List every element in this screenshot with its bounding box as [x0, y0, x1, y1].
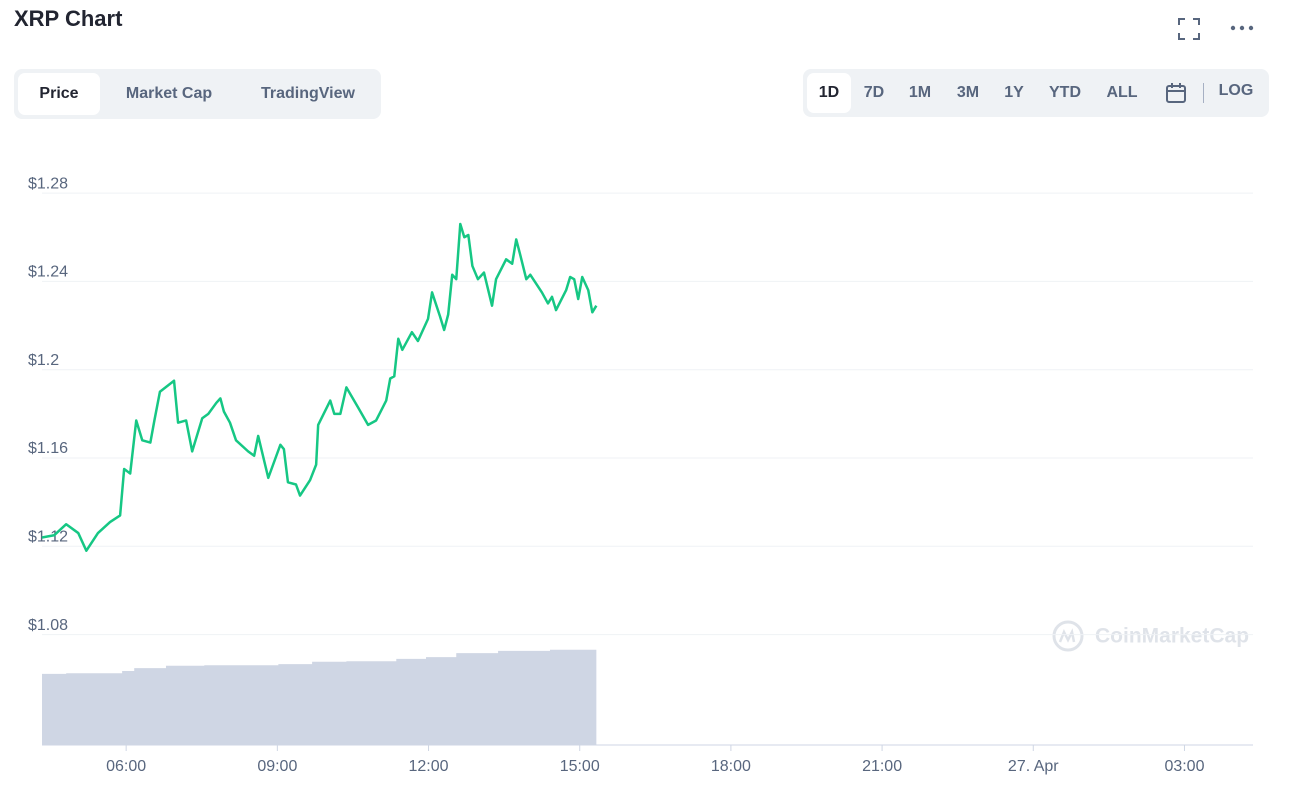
watermark: CoinMarketCap [1052, 620, 1249, 652]
volume-area [42, 649, 597, 745]
x-tick-label: 12:00 [409, 758, 449, 775]
y-tick-label: $1.24 [28, 264, 68, 281]
x-tick-label: 09:00 [257, 758, 297, 775]
x-tick-label: 27. Apr [1008, 758, 1059, 775]
range-button[interactable]: 1M [908, 84, 932, 101]
x-tick-label: 21:00 [862, 758, 902, 775]
range-button[interactable]: ALL [1106, 84, 1138, 101]
range-button[interactable]: 3M [956, 84, 980, 101]
y-tick-label: $1.2 [28, 352, 59, 369]
fullscreen-icon[interactable] [1176, 16, 1202, 42]
more-icon[interactable] [1228, 18, 1258, 38]
price-line [41, 222, 598, 552]
separator [1203, 83, 1204, 103]
range-button[interactable]: 7D [863, 84, 885, 101]
chart-title: XRP Chart [14, 6, 123, 31]
range-bar: 1D 7D 1M 3M 1Y YTD ALL LOG [803, 69, 1269, 117]
range-button[interactable]: 1Y [1004, 84, 1024, 101]
watermark-text: CoinMarketCap [1095, 625, 1249, 648]
tab[interactable]: TradingView [261, 85, 355, 102]
y-tick-label: $1.16 [28, 440, 68, 457]
x-tick-label: 03:00 [1164, 758, 1204, 775]
tab-bar: Price Market Cap TradingView [14, 69, 381, 119]
calendar-icon[interactable] [1164, 81, 1188, 105]
x-tick-label: 18:00 [711, 758, 751, 775]
y-tick-label: $1.28 [28, 175, 68, 192]
tab[interactable]: Price [18, 73, 100, 115]
y-tick-label: $1.08 [28, 617, 68, 634]
range-button[interactable]: YTD [1049, 84, 1081, 101]
tab[interactable]: Market Cap [125, 85, 213, 102]
log-button[interactable]: LOG [1218, 82, 1254, 99]
x-tick-label: 06:00 [106, 758, 146, 775]
range-button[interactable]: 1D [807, 73, 851, 113]
x-tick-label: 15:00 [560, 758, 600, 775]
